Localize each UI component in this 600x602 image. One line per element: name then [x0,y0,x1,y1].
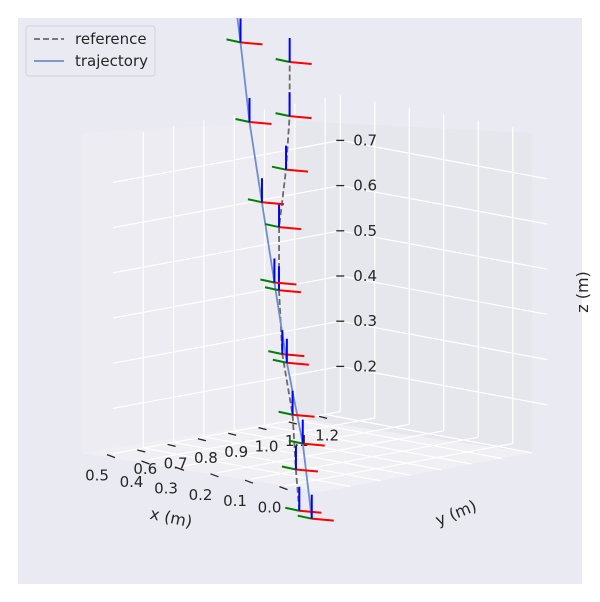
grid-line [112,139,341,183]
z-tick-label: 0.4 [353,267,377,285]
frame-x-axis [274,281,297,286]
x-tick-mark [279,485,288,491]
x-tick-label: 0.5 [85,467,109,485]
frame-y-axis [281,465,297,471]
grid-line [112,185,341,229]
x-tick-label: 0.1 [223,492,247,510]
z-tick-label: 0.5 [353,222,377,240]
z-tick-label: 0.2 [353,357,377,375]
legend-label-reference: reference [75,30,147,48]
y-tick-label: 1.2 [315,426,339,444]
series-line-trajectory [236,18,313,519]
frame-y-axis [271,165,287,171]
floor-pane [82,418,532,492]
z-tick-label: 0.3 [353,312,377,330]
y-tick-mark [288,421,297,425]
frame-y-axis [235,118,250,123]
back-right-pane [295,121,532,453]
grid-line [340,185,548,225]
z-tick-label: 0.6 [353,177,377,195]
grid-line [234,430,442,471]
grid-line [216,430,444,474]
y-tick-label: 1.0 [255,438,279,456]
y-tick-label: 0.8 [194,449,218,467]
grid-line [173,441,381,482]
x-tick-mark [141,460,150,465]
grid-line [340,275,548,315]
x-tick-label: 0.4 [120,473,144,491]
frame-y-axis [247,198,263,204]
frame-x-axis [289,115,312,120]
frame-x-axis [289,61,312,65]
grid-line [203,436,412,476]
frame-x-axis [295,468,319,473]
legend-box [25,25,156,77]
frame-y-axis [275,58,290,63]
x-tick-label: 0.3 [154,479,178,497]
frame-y-axis [288,439,303,445]
x-tick-mark [210,473,219,478]
y-tick-label: 0.7 [164,454,188,472]
grid-line [147,417,375,461]
grid-line [250,436,479,480]
frame-x-axis [285,168,309,173]
grid-line [324,413,533,454]
grid-line [143,447,351,487]
x-tick-mark [244,479,254,484]
y-tick-mark [137,449,146,453]
x-tick-label: 0.0 [258,499,282,517]
frame-x-axis [278,226,302,231]
frame-y-axis [285,506,300,512]
grid-line [264,425,472,465]
frame-y-axis [268,350,283,356]
frame-x-axis [299,509,322,514]
y-tick-mark [318,415,328,420]
legend-label-trajectory: trajectory [75,52,148,70]
frame-x-axis [278,289,302,294]
x-tick-mark [175,466,185,472]
y-tick-label: 0.9 [224,443,248,461]
frame-y-axis [264,223,280,229]
frame-x-axis [302,442,325,447]
x-tick-mark [106,453,116,459]
frame-x-axis [292,413,315,418]
z-tick-label: 0.7 [353,131,377,149]
frame-x-axis [261,201,285,206]
grid-line [112,320,341,364]
frame-x-axis [249,121,272,125]
y-tick-mark [228,432,237,436]
grid-line [340,139,548,180]
grid-line [340,320,548,361]
frame-x-axis [240,41,263,46]
y-tick-mark [167,443,176,448]
back-left-pane [82,121,295,453]
grid-lines [112,95,548,487]
frame-y-axis [226,38,241,44]
frame-x-axis [286,361,309,366]
grid-line [112,365,341,409]
grid-line [112,275,341,319]
frame-y-axis [278,410,293,416]
grid-line [340,230,548,270]
y-tick-label: 0.6 [133,460,157,478]
frame-y-axis [272,358,288,364]
frame-y-axis [264,286,280,292]
grid-line [294,419,502,459]
grid-line [112,411,341,455]
z-axis-label: z (m) [573,271,592,313]
frame-y-axis [297,514,312,520]
grid-line [181,423,410,467]
frame-y-axis [260,278,275,284]
y-tick-mark [197,438,207,442]
grid-line [285,443,513,487]
frame-x-axis [311,517,334,522]
y-tick-mark [258,426,267,431]
grid-line [340,365,548,406]
x-tick-label: 0.2 [189,486,213,504]
coordinate-frames [226,18,334,522]
frame-y-axis [275,112,290,118]
legend: reference trajectory [25,25,156,77]
grid-line [112,230,341,274]
